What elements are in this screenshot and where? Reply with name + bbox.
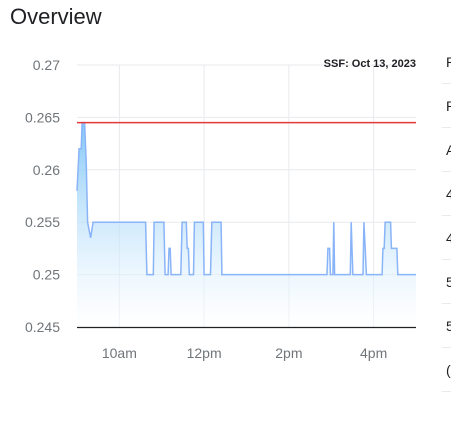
x-tick-label: 12pm (187, 345, 222, 361)
side-panel-row[interactable]: 5 (440, 304, 451, 348)
side-panel-row[interactable]: A (440, 128, 451, 172)
side-panel-row[interactable]: ( (440, 348, 451, 392)
side-panel: P P A 4 4 5 5 ( (436, 40, 451, 420)
chart-annotation: SSF: Oct 13, 2023 (324, 58, 416, 70)
side-panel-row-text: 4 (446, 230, 451, 246)
y-tick-label: 0.26 (33, 162, 60, 178)
price-area-fill (77, 122, 416, 327)
y-tick-label: 0.255 (25, 214, 60, 230)
side-panel-divider (442, 127, 451, 128)
side-panel-row-text: A (446, 142, 451, 158)
price-line (76, 121, 416, 276)
y-tick-label: 0.245 (25, 319, 60, 335)
x-tick-label: 4pm (360, 345, 387, 361)
side-panel-divider (442, 347, 451, 348)
side-panel-row[interactable]: P (440, 40, 451, 84)
side-panel-row-text: 4 (446, 186, 451, 202)
x-tick-label: 2pm (275, 345, 302, 361)
side-panel-divider (442, 171, 451, 172)
side-panel-row[interactable]: P (440, 84, 451, 128)
side-panel-row[interactable]: 4 (440, 216, 451, 260)
side-panel-divider (442, 303, 451, 304)
side-panel-row-text: ( (446, 362, 451, 378)
y-tick-label: 0.265 (25, 109, 60, 125)
side-panel-divider (442, 215, 451, 216)
x-tick-label: 10am (102, 345, 137, 361)
side-panel-row-text: P (446, 54, 451, 70)
page-title: Overview (10, 4, 102, 29)
y-tick-label: 0.27 (33, 57, 60, 73)
side-panel-row[interactable]: 5 (440, 260, 451, 304)
side-panel-divider (442, 391, 451, 392)
price-chart[interactable]: 0.27 0.265 0.26 0.255 0.25 0.245 10am 12pm 2pm 4p… (0, 0, 436, 428)
price-area (76, 121, 416, 327)
side-panel-row-text: P (446, 98, 451, 114)
side-panel-divider (442, 83, 451, 84)
side-panel-row-text: 5 (446, 274, 451, 290)
tick-labels: 0.27 0.265 0.26 0.255 0.25 0.245 10am 12pm 2pm 4p… (25, 57, 387, 361)
side-panel-row[interactable]: 4 (440, 172, 451, 216)
side-panel-row-text: 5 (446, 318, 451, 334)
y-tick-label: 0.25 (33, 267, 60, 283)
side-panel-divider (442, 259, 451, 260)
